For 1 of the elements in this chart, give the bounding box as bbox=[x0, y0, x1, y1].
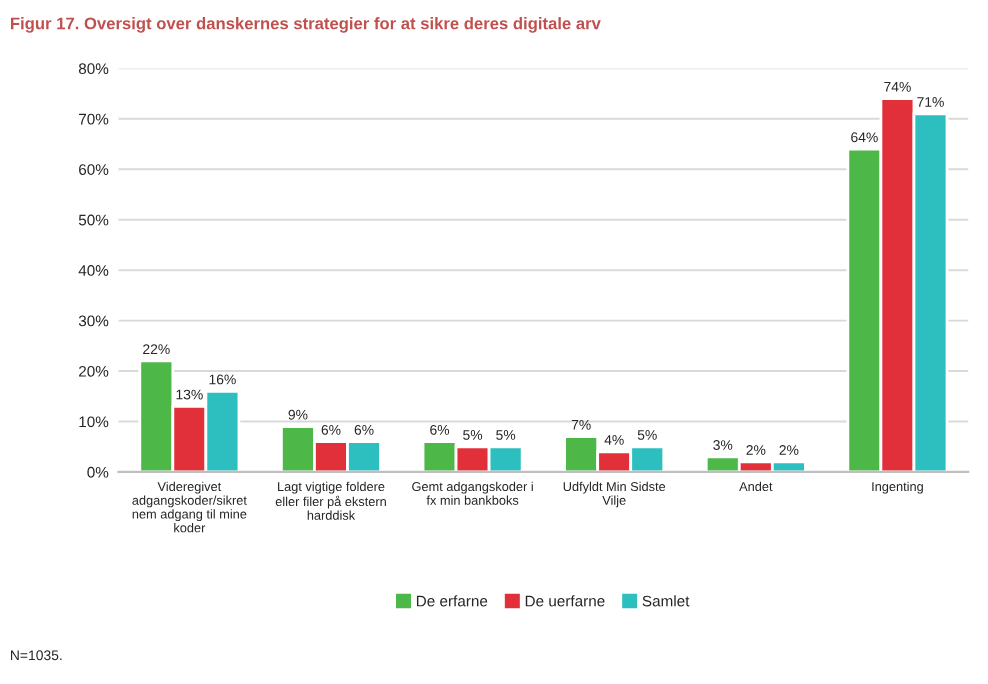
chart-title: Figur 17. Oversigt over danskernes strategier for at sikre deres digitale arv bbox=[10, 17, 601, 33]
